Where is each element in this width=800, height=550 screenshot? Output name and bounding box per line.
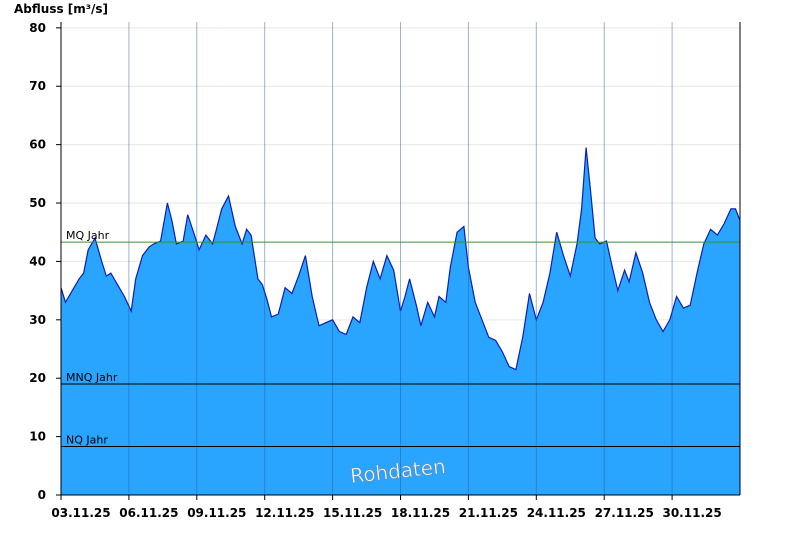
x-tick-label: 24.11.25 bbox=[527, 506, 586, 520]
discharge-area bbox=[60, 22, 741, 495]
x-tick-label: 15.11.25 bbox=[323, 506, 382, 520]
y-tick-label: 10 bbox=[29, 430, 46, 444]
x-tick-label: 12.11.25 bbox=[255, 506, 314, 520]
y-tick-label: 60 bbox=[29, 138, 46, 152]
x-tick-label: 06.11.25 bbox=[119, 506, 178, 520]
x-tick-label: 18.11.25 bbox=[391, 506, 450, 520]
reference-line-label: MNQ Jahr bbox=[66, 371, 118, 384]
discharge-fill bbox=[61, 147, 740, 495]
y-tick-label: 40 bbox=[29, 254, 46, 268]
tick-labels: 0 10 20 30 40 50 60 70 80 03.11.25 06.11.25 09.11.2… bbox=[29, 21, 721, 520]
discharge-line bbox=[60, 147, 741, 371]
y-tick-label: 30 bbox=[29, 313, 46, 327]
y-tick-label: 50 bbox=[29, 196, 46, 210]
axes bbox=[56, 22, 741, 500]
y-tick-label: 70 bbox=[29, 79, 46, 93]
x-tick-label: 30.11.25 bbox=[662, 506, 721, 520]
y-tick-label: 0 bbox=[38, 488, 46, 502]
y-tick-label: 80 bbox=[29, 21, 46, 35]
reference-lines: MQ Jahr MNQ Jahr NQ Jahr bbox=[61, 229, 740, 448]
reference-line-label: MQ Jahr bbox=[66, 229, 110, 242]
x-tick-label: 27.11.25 bbox=[595, 506, 654, 520]
y-tick-label: 20 bbox=[29, 371, 46, 385]
x-tick-label: 21.11.25 bbox=[459, 506, 518, 520]
y-axis-title: Abfluss [m³/s] bbox=[14, 2, 108, 16]
reference-line-label: NQ Jahr bbox=[66, 434, 108, 447]
x-tick-label: 03.11.25 bbox=[51, 506, 110, 520]
x-tick-label: 09.11.25 bbox=[187, 506, 246, 520]
